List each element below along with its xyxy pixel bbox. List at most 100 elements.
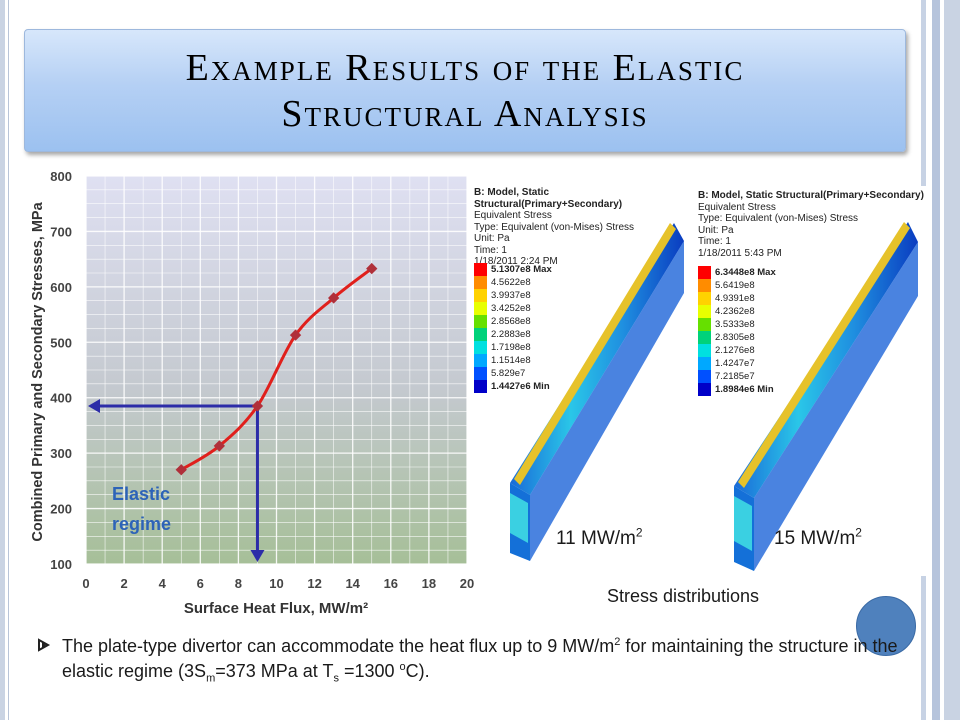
flux-label-sup: 2 [855, 525, 862, 540]
legend-row: 1.7198e8 [474, 341, 552, 354]
bullet-part: The plate-type divertor can accommodate … [62, 636, 615, 656]
stress-simulation-11mw: B: Model, Static Structural(Primary+Seco… [470, 183, 687, 561]
legend-swatch [698, 305, 711, 318]
legend-value: 4.5622e8 [491, 277, 531, 288]
right-edge-bar-2 [932, 0, 940, 720]
legend-value: 3.4252e8 [491, 303, 531, 314]
legend-value: 1.4427e6 Min [491, 381, 550, 392]
legend-value: 6.3448e8 Max [715, 267, 776, 278]
legend-row: 1.1514e8 [474, 354, 552, 367]
sim-header-line: 1/18/2011 2:24 PM [474, 256, 558, 267]
legend-value: 7.2185e7 [715, 371, 755, 382]
bullet-sup: 2 [614, 636, 621, 648]
legend-swatch [474, 341, 487, 354]
sim-header-line: Equivalent Stress [698, 201, 776, 213]
flux-label-sup: 2 [635, 525, 643, 540]
data-point [175, 464, 187, 476]
legend-row: 4.2362e8 [698, 305, 776, 318]
y-tick-label: 300 [50, 446, 72, 461]
flux-label-11mw: 11 MW/m2 [556, 525, 643, 550]
data-point [213, 440, 226, 452]
legend-swatch [698, 292, 711, 305]
x-tick-label: 6 [197, 576, 204, 591]
x-tick-label: 4 [159, 576, 167, 591]
slide-title: Example Results of the Elastic Structura… [186, 45, 745, 137]
legend-value: 2.8305e8 [715, 332, 755, 343]
sim-header-line: Unit: Pa [474, 233, 510, 244]
bullet-text: The plate-type divertor can accommodate … [38, 634, 900, 685]
legend-swatch [698, 370, 711, 383]
legend-value: 4.2362e8 [715, 306, 755, 317]
y-tick-label: 400 [50, 391, 72, 406]
bullet-part: =1300 [338, 661, 400, 681]
y-tick-label: 800 [50, 169, 72, 184]
x-tick-label: 12 [307, 576, 321, 591]
x-tick-label: 20 [460, 576, 474, 591]
x-tick-label: 14 [345, 576, 360, 591]
y-tick-label: 600 [50, 280, 72, 295]
stress-chart-svg: 0 2 4 6 8 10 12 14 16 18 20 100 200 300 400 500 600 700 8… [30, 169, 474, 617]
bullet-part: for maintaining the structure in the ela… [62, 636, 898, 681]
legend-row: 5.6419e8 [698, 279, 776, 292]
legend-row: 2.1276e8 [698, 344, 776, 357]
title-line-2: Structural Analysis [281, 92, 649, 135]
legend-row: 4.9391e8 [698, 292, 776, 305]
right-edge-bar-3 [944, 0, 960, 720]
legend-value: 3.5333e8 [715, 319, 755, 330]
sim-header-15mw: B: Model, Static Structural(Primary+Seco… [698, 190, 924, 259]
color-legend-15mw: 6.3448e8 Max 5.6419e8 4.9391e8 4.2362e8 … [698, 266, 776, 396]
legend-swatch [474, 263, 487, 276]
elastic-annotation-1: Elastic [112, 484, 170, 504]
legend-value: 2.8568e8 [491, 316, 531, 327]
legend-row: 6.3448e8 Max [698, 266, 776, 279]
sim-header-line: Type: Equivalent (von-Mises) Stress [698, 213, 859, 224]
slide-nav-circle[interactable] [856, 596, 916, 656]
title-box: Example Results of the Elastic Structura… [24, 29, 906, 152]
legend-row: 3.9937e8 [474, 289, 552, 302]
data-point [327, 292, 340, 304]
sim-header-line: B: Model, Static Structural(Primary+Seco… [698, 190, 924, 201]
bullet-part: =373 MPa at T [215, 661, 334, 681]
legend-row: 3.4252e8 [474, 302, 552, 315]
legend-swatch [698, 357, 711, 370]
legend-swatch [698, 279, 711, 292]
legend-swatch [698, 344, 711, 357]
legend-swatch [474, 367, 487, 380]
x-axis-label: Surface Heat Flux, MW/m² [184, 600, 368, 617]
legend-value: 5.829e7 [491, 368, 526, 379]
bullet-sub: m [206, 672, 216, 685]
guide-arrowhead-down [250, 550, 265, 562]
guide-lines [88, 399, 265, 562]
legend-swatch [698, 266, 711, 279]
sim-header-line: Time: 1 [474, 244, 507, 256]
bullet-part: C). [405, 661, 430, 681]
y-tick-labels: 100 200 300 400 500 600 700 800 [50, 169, 72, 572]
data-point [289, 329, 302, 341]
legend-row: 3.5333e8 [698, 318, 776, 331]
left-edge-bar [0, 0, 5, 720]
x-tick-label: 8 [235, 576, 242, 591]
flux-label-text: 15 MW/m [774, 528, 856, 549]
y-tick-label: 500 [50, 335, 72, 350]
elastic-annotation-2: regime [112, 514, 171, 534]
legend-row: 4.5622e8 [474, 276, 552, 289]
legend-swatch [474, 315, 487, 328]
y-tick-label: 200 [50, 502, 72, 517]
legend-swatch [474, 380, 487, 393]
legend-value: 4.9391e8 [715, 293, 755, 304]
sim-header-line: Time: 1 [698, 236, 731, 247]
y-tick-label: 100 [50, 557, 72, 572]
color-legend-11mw: 5.1307e8 Max 4.5622e8 3.9937e8 3.4252e8 … [474, 263, 552, 393]
bullet-sub: s [333, 672, 339, 685]
legend-value: 5.6419e8 [715, 280, 755, 291]
legend-value: 5.1307e8 Max [491, 264, 552, 275]
legend-swatch [474, 328, 487, 341]
beam-render-11mw [510, 223, 684, 561]
sim-header-line: Unit: Pa [698, 224, 734, 236]
left-edge-line [8, 0, 9, 720]
legend-value: 1.7198e8 [491, 342, 531, 353]
legend-swatch [698, 318, 711, 331]
sim-header-11mw: B: Model, Static Structural(Primary+Seco… [474, 187, 687, 268]
x-tick-label: 0 [82, 576, 89, 591]
x-tick-label: 2 [120, 576, 127, 591]
